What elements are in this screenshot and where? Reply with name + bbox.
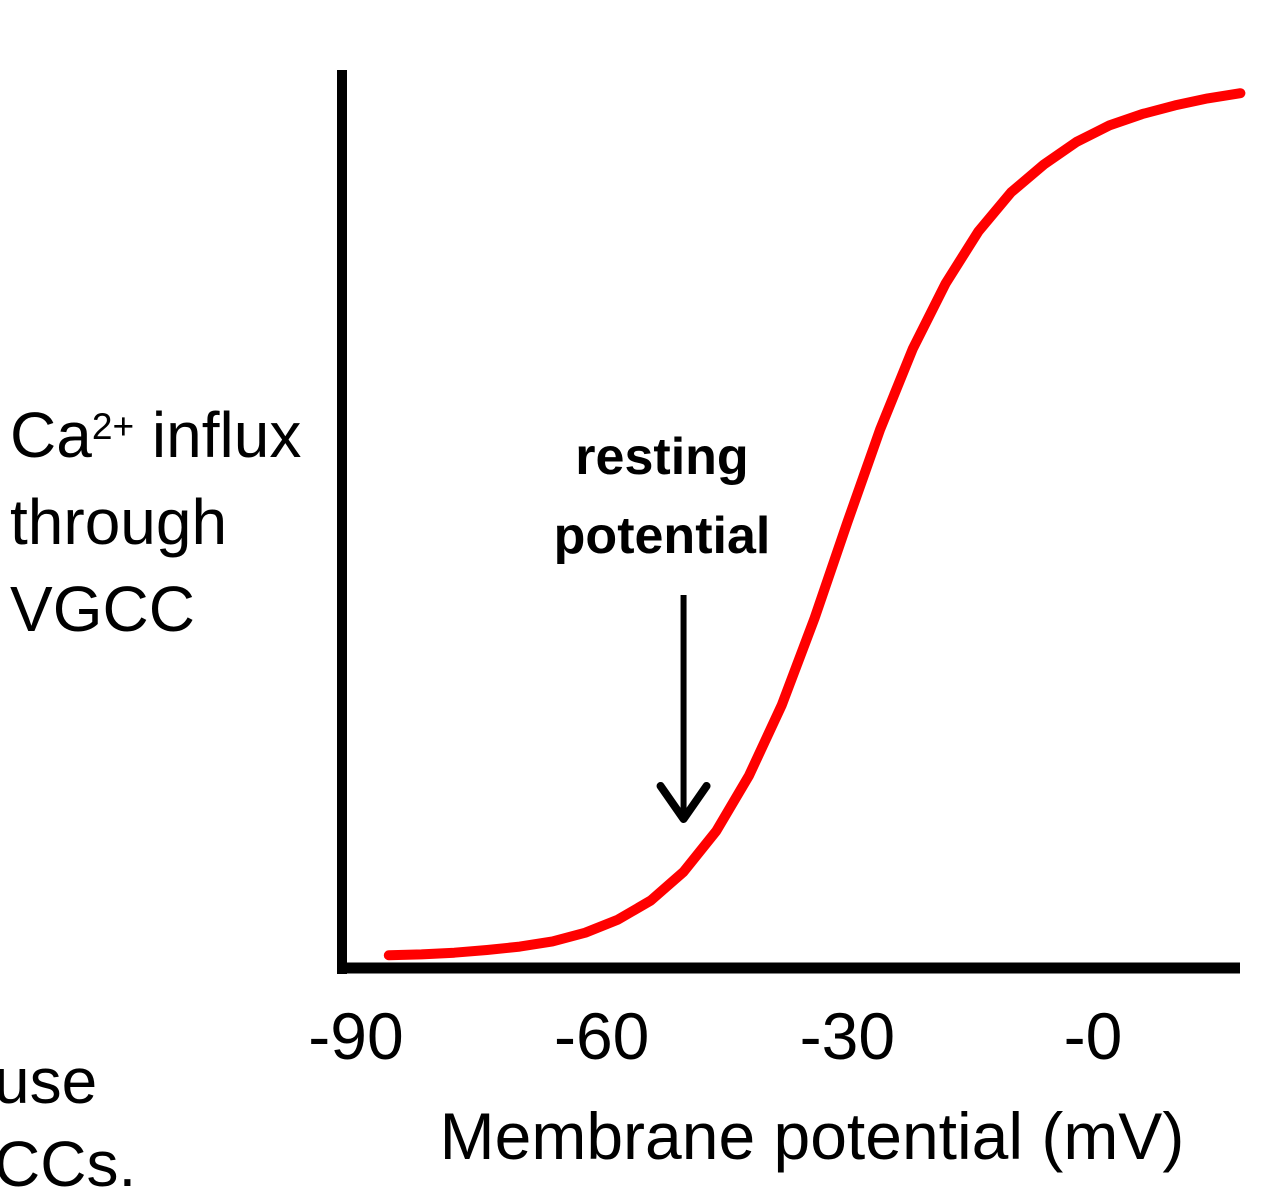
x-tick-label-neg90: -90 xyxy=(308,999,404,1073)
y-axis-label-line1: Ca2+ influx xyxy=(10,392,301,479)
calcium-charge-superscript: 2+ xyxy=(91,405,135,448)
y-axis-label-line3: VGCC xyxy=(10,573,195,645)
y-axis-label-line2: through xyxy=(10,486,228,558)
cropped-caption-fragment: use CCs. xyxy=(0,1040,136,1200)
x-tick-label-neg0: -0 xyxy=(1063,999,1123,1073)
x-tick-label-neg60: -60 xyxy=(553,999,650,1073)
x-axis-label: Membrane potential (mV) xyxy=(439,1099,1185,1173)
annotation-line2: potential xyxy=(553,507,771,565)
y-axis-label: Ca2+ influx through VGCC xyxy=(10,392,301,653)
resting-potential-annotation: resting potential xyxy=(554,418,771,576)
down-arrow-head-icon xyxy=(656,782,711,823)
x-tick-label-neg30: -30 xyxy=(799,999,896,1073)
annotation-line1: resting xyxy=(575,428,749,486)
y-axis-label-rest: influx xyxy=(134,399,302,471)
activation-curve xyxy=(383,88,1246,961)
cropped-caption-line2: CCs. xyxy=(0,1128,137,1200)
y-axis-label-base: Ca xyxy=(10,399,92,471)
cropped-caption-line1: use xyxy=(0,1045,98,1117)
